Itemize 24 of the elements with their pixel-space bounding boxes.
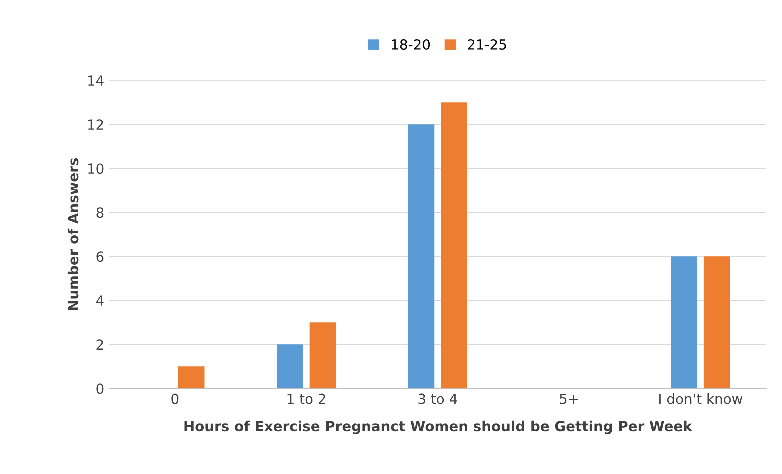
legend-label: 21-25 bbox=[468, 39, 506, 50]
bar bbox=[441, 102, 468, 389]
bar bbox=[310, 322, 336, 389]
y-tick-label: 8 bbox=[96, 208, 104, 218]
x-tick-label: 0 bbox=[172, 394, 179, 404]
y-tick-label: 0 bbox=[96, 384, 104, 394]
bar bbox=[704, 256, 730, 389]
bar bbox=[276, 344, 304, 389]
bar bbox=[671, 256, 698, 389]
x-tick-label: I don't know bbox=[660, 394, 743, 404]
bar bbox=[408, 124, 435, 389]
y-tick-label: 4 bbox=[96, 296, 104, 306]
legend-label: 18-20 bbox=[392, 39, 430, 50]
y-axis-title: Number of Answers bbox=[68, 158, 79, 310]
x-tick-label: 1 to 2 bbox=[288, 394, 326, 404]
y-tick-label: 10 bbox=[88, 164, 104, 174]
bar bbox=[178, 366, 205, 389]
x-tick-label: 5+ bbox=[560, 394, 578, 404]
y-tick-label: 6 bbox=[96, 252, 104, 262]
y-tick-label: 14 bbox=[88, 76, 104, 86]
y-tick-label: 12 bbox=[88, 120, 104, 130]
y-tick-label: 2 bbox=[96, 340, 104, 350]
x-axis-title: Hours of Exercise Pregnanct Women should be Getting Per Week bbox=[184, 420, 693, 434]
x-tick-label: 3 to 4 bbox=[418, 394, 458, 404]
